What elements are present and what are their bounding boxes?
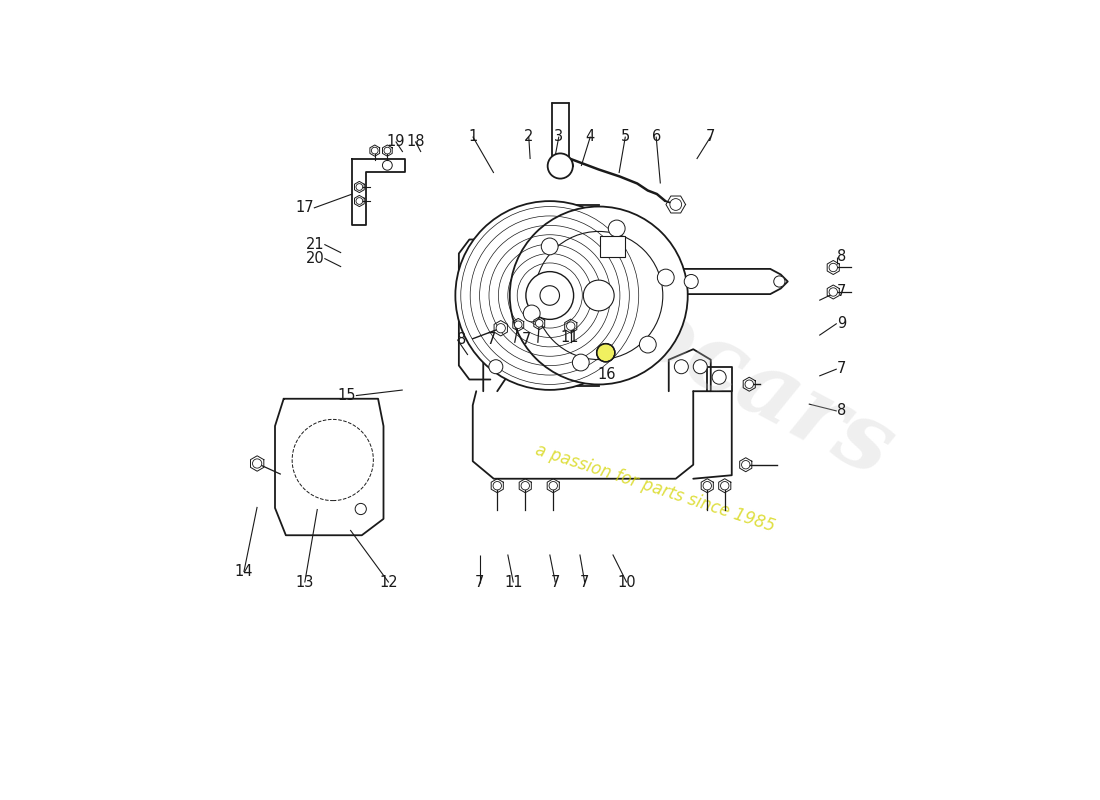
Text: 12: 12 xyxy=(379,575,398,590)
Circle shape xyxy=(596,344,615,362)
Circle shape xyxy=(383,160,393,170)
Circle shape xyxy=(572,354,590,371)
Text: a passion for parts since 1985: a passion for parts since 1985 xyxy=(532,441,777,535)
Circle shape xyxy=(455,201,645,390)
Text: 18: 18 xyxy=(406,134,425,149)
Circle shape xyxy=(829,288,837,296)
Circle shape xyxy=(712,370,726,384)
Text: 17: 17 xyxy=(295,201,313,215)
Circle shape xyxy=(670,198,682,210)
Text: 7: 7 xyxy=(551,575,560,590)
Circle shape xyxy=(658,269,674,286)
Circle shape xyxy=(549,482,558,490)
Text: 6: 6 xyxy=(651,129,661,144)
Text: 1: 1 xyxy=(469,129,477,144)
Circle shape xyxy=(693,360,707,374)
Text: 10: 10 xyxy=(617,575,636,590)
Text: 5: 5 xyxy=(620,129,630,144)
Text: 11: 11 xyxy=(504,575,522,590)
Text: 7: 7 xyxy=(475,575,484,590)
Circle shape xyxy=(829,263,837,272)
Text: 4: 4 xyxy=(585,129,595,144)
Text: 2: 2 xyxy=(524,129,534,144)
Circle shape xyxy=(548,154,573,178)
Text: 13: 13 xyxy=(296,575,314,590)
Circle shape xyxy=(536,319,543,327)
Text: eurocars: eurocars xyxy=(458,199,909,497)
Circle shape xyxy=(566,322,575,330)
Text: 16: 16 xyxy=(597,367,616,382)
Text: 7: 7 xyxy=(521,332,531,347)
Circle shape xyxy=(541,238,558,255)
Text: 15: 15 xyxy=(338,388,355,403)
Circle shape xyxy=(526,272,573,319)
Text: 7: 7 xyxy=(706,129,715,144)
Text: 7: 7 xyxy=(837,285,846,299)
Circle shape xyxy=(703,482,712,490)
Text: 8: 8 xyxy=(837,250,846,265)
FancyBboxPatch shape xyxy=(601,236,625,257)
Circle shape xyxy=(496,324,505,333)
Text: 11: 11 xyxy=(560,330,579,345)
Circle shape xyxy=(741,461,750,469)
Text: 7: 7 xyxy=(837,362,846,377)
Text: 7: 7 xyxy=(580,575,590,590)
Circle shape xyxy=(674,360,689,374)
Text: 8: 8 xyxy=(458,332,466,347)
Text: 20: 20 xyxy=(306,251,324,266)
Circle shape xyxy=(608,220,625,237)
Circle shape xyxy=(509,206,688,385)
Circle shape xyxy=(720,482,729,490)
Text: 14: 14 xyxy=(234,565,253,579)
Circle shape xyxy=(773,276,785,287)
Circle shape xyxy=(356,198,363,204)
Text: 21: 21 xyxy=(306,237,324,252)
Circle shape xyxy=(540,286,560,306)
Text: 9: 9 xyxy=(837,316,846,331)
Text: 7: 7 xyxy=(486,332,496,347)
Circle shape xyxy=(521,482,529,490)
Text: 3: 3 xyxy=(554,129,563,144)
Text: 8: 8 xyxy=(837,403,846,418)
Circle shape xyxy=(356,184,363,190)
Text: 19: 19 xyxy=(386,134,405,149)
Circle shape xyxy=(355,503,366,514)
Circle shape xyxy=(253,459,262,468)
Circle shape xyxy=(524,305,540,322)
Circle shape xyxy=(583,280,614,311)
Circle shape xyxy=(515,321,522,329)
Circle shape xyxy=(684,274,699,289)
Circle shape xyxy=(372,147,378,154)
Circle shape xyxy=(639,336,657,353)
Circle shape xyxy=(384,147,390,154)
Circle shape xyxy=(493,482,502,490)
Circle shape xyxy=(745,380,754,389)
Circle shape xyxy=(488,360,503,374)
